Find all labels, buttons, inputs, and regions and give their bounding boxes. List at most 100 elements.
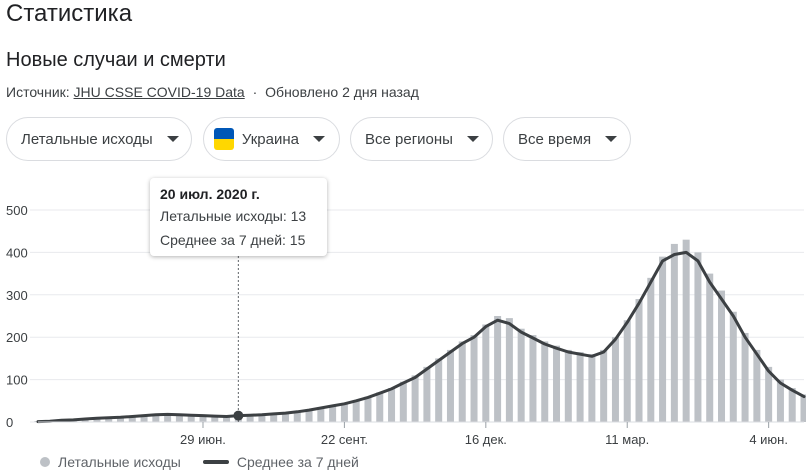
legend-average-label: Среднее за 7 дней [236, 454, 359, 470]
deaths-bar [105, 417, 113, 422]
deaths-bar [164, 413, 172, 422]
updated-text: Обновлено 2 дня назад [265, 84, 419, 100]
deaths-bar [458, 341, 466, 422]
deaths-bar [258, 414, 266, 422]
deaths-bar [270, 413, 278, 422]
source-label: Источник: [6, 84, 70, 100]
deaths-bar [729, 311, 737, 422]
deaths-bar [128, 416, 136, 422]
source-line: Источник: JHU CSSE COVID-19 Data · Обнов… [6, 84, 419, 100]
metric-filter-dropdown[interactable]: Летальные исходы [6, 117, 192, 161]
deaths-bar [564, 349, 572, 422]
deaths-bar [116, 416, 124, 422]
deaths-bar [423, 366, 431, 422]
deaths-bar [706, 273, 714, 422]
deaths-bar [281, 412, 289, 422]
legend-deaths-marker [40, 457, 50, 467]
chart-legend: Летальные исходы Среднее за 7 дней [40, 454, 359, 470]
deaths-bar [482, 324, 490, 422]
region-filter-label: Все регионы [365, 130, 453, 148]
deaths-bar [753, 349, 761, 422]
deaths-bar [800, 394, 806, 422]
x-tick-label: 16 дек. [465, 432, 507, 447]
deaths-bar [600, 349, 608, 422]
deaths-bar [340, 402, 348, 422]
deaths-bar [152, 414, 160, 422]
legend-average-marker [202, 460, 229, 464]
chevron-down-icon [605, 136, 618, 142]
tooltip-date: 20 июл. 2020 г. [160, 186, 260, 202]
deaths-bar [199, 415, 207, 422]
country-filter-dropdown[interactable]: Украина [203, 117, 340, 161]
tooltip-deaths: Летальные исходы: 13 [160, 208, 307, 224]
average-line [36, 250, 806, 424]
y-tick-label: 400 [6, 245, 28, 260]
metric-filter-label: Летальные исходы [21, 130, 153, 148]
x-tick-label: 22 сент. [321, 432, 368, 447]
deaths-bar [399, 381, 407, 422]
deaths-bar [211, 415, 219, 422]
deaths-chart[interactable]: 0 100 200 300 400 500 29 июн. 22 сент. 16 дек. 11… [0, 170, 806, 454]
deaths-bar [329, 405, 337, 422]
deaths-bar [388, 388, 396, 422]
deaths-bar [741, 332, 749, 422]
deaths-bar [529, 335, 537, 422]
x-tick-label: 29 июн. [180, 432, 226, 447]
x-tick-label: 4 июн. [749, 432, 788, 447]
card-title: Новые случаи и смерти [6, 49, 226, 71]
y-tick-label: 0 [6, 415, 13, 430]
region-filter-dropdown[interactable]: Все регионы [350, 117, 493, 161]
ukraine-flag-icon [214, 128, 234, 150]
deaths-bar [364, 396, 372, 422]
deaths-bar [670, 243, 678, 422]
deaths-bar [223, 416, 231, 422]
deaths-bar [765, 366, 773, 422]
deaths-bar [175, 414, 183, 422]
deaths-bar [505, 318, 513, 422]
deaths-bar [776, 379, 784, 422]
deaths-bar [411, 375, 419, 422]
deaths-bar [317, 407, 325, 422]
deaths-bar [718, 290, 726, 422]
chevron-down-icon [466, 136, 479, 142]
hover-point [233, 410, 244, 421]
chart-tooltip: 20 июл. 2020 г. Летальные исходы: 13 Сре… [150, 178, 327, 256]
deaths-bar [647, 277, 655, 422]
chevron-down-icon [166, 136, 179, 142]
deaths-bar [541, 341, 549, 422]
separator-dot: · [252, 84, 258, 100]
deaths-bar [635, 299, 643, 422]
deaths-bar [517, 328, 525, 422]
deaths-bar [494, 316, 502, 422]
legend-deaths-label: Летальные исходы [58, 454, 181, 470]
deaths-bar [470, 335, 478, 422]
country-filter-label: Украина [241, 130, 299, 148]
time-filter-dropdown[interactable]: Все время [503, 117, 631, 161]
section-title: Статистика [6, 0, 133, 27]
deaths-bar [611, 337, 619, 422]
deaths-bar [435, 358, 443, 422]
deaths-bar [352, 399, 360, 422]
deaths-bar [93, 417, 101, 422]
y-tick-label: 300 [6, 288, 28, 303]
deaths-bar [376, 392, 384, 422]
x-tick-label: 11 мар. [605, 432, 649, 447]
deaths-bar [553, 345, 561, 422]
y-tick-label: 500 [6, 203, 28, 218]
time-filter-label: Все время [518, 130, 592, 148]
deaths-bar [293, 411, 301, 422]
deaths-bar [305, 409, 313, 422]
deaths-bar [659, 256, 667, 422]
deaths-bar [446, 349, 454, 422]
tooltip-average: Среднее за 7 дней: 15 [160, 232, 306, 248]
deaths-bar [140, 415, 148, 422]
y-tick-label: 200 [6, 330, 28, 345]
deaths-bar [187, 414, 195, 422]
deaths-bar [623, 320, 631, 422]
deaths-bar [682, 239, 690, 422]
deaths-bar [246, 415, 254, 422]
deaths-bar [694, 252, 702, 422]
deaths-bar [588, 354, 596, 422]
source-link[interactable]: JHU CSSE COVID-19 Data [73, 84, 245, 100]
chevron-down-icon [313, 136, 325, 142]
